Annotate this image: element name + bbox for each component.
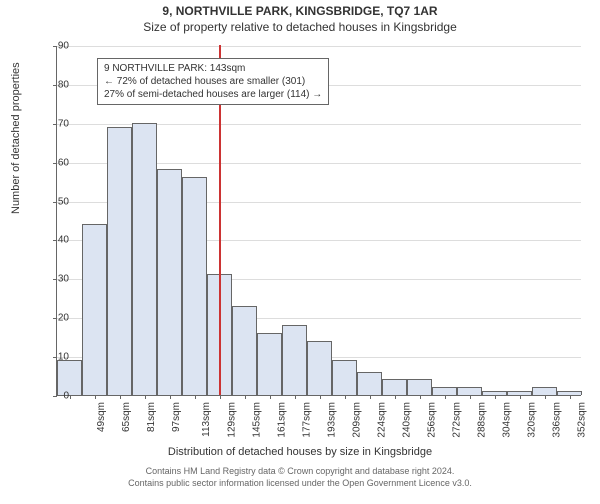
- x-tick-mark: [495, 395, 496, 399]
- histogram-bar: [132, 123, 157, 395]
- y-tick-label: 0: [39, 391, 69, 402]
- page-title: 9, NORTHVILLE PARK, KINGSBRIDGE, TQ7 1AR: [0, 4, 600, 18]
- y-tick-label: 70: [39, 118, 69, 129]
- attribution-text: Contains HM Land Registry data © Crown c…: [0, 466, 600, 489]
- chart-container: 9, NORTHVILLE PARK, KINGSBRIDGE, TQ7 1AR…: [0, 4, 600, 504]
- x-tick-label: 224sqm: [376, 402, 387, 438]
- x-tick-label: 240sqm: [401, 402, 412, 438]
- x-tick-mark: [195, 395, 196, 399]
- histogram-bar: [307, 341, 332, 395]
- x-tick-mark: [95, 395, 96, 399]
- x-tick-label: 320sqm: [526, 402, 537, 438]
- x-tick-mark: [370, 395, 371, 399]
- x-tick-mark: [295, 395, 296, 399]
- x-tick-label: 193sqm: [326, 402, 337, 438]
- histogram-bar: [82, 224, 107, 395]
- y-tick-label: 80: [39, 79, 69, 90]
- x-tick-mark: [395, 395, 396, 399]
- annotation-box: 9 NORTHVILLE PARK: 143sqm← 72% of detach…: [97, 58, 329, 105]
- page-subtitle: Size of property relative to detached ho…: [0, 20, 600, 34]
- x-tick-mark: [270, 395, 271, 399]
- histogram-bar: [532, 387, 557, 395]
- x-tick-mark: [470, 395, 471, 399]
- histogram-bar: [457, 387, 482, 395]
- y-tick-label: 40: [39, 235, 69, 246]
- y-tick-label: 60: [39, 157, 69, 168]
- x-tick-label: 288sqm: [476, 402, 487, 438]
- x-tick-label: 352sqm: [576, 402, 587, 438]
- x-tick-label: 177sqm: [301, 402, 312, 438]
- x-tick-label: 81sqm: [146, 402, 157, 432]
- x-tick-label: 161sqm: [276, 402, 287, 438]
- y-tick-label: 90: [39, 41, 69, 52]
- x-tick-mark: [420, 395, 421, 399]
- x-tick-mark: [345, 395, 346, 399]
- y-tick-label: 30: [39, 274, 69, 285]
- annotation-line: 27% of semi-detached houses are larger (…: [104, 88, 322, 101]
- x-tick-label: 49sqm: [96, 402, 107, 432]
- x-tick-mark: [545, 395, 546, 399]
- annotation-line: ← 72% of detached houses are smaller (30…: [104, 75, 322, 88]
- x-tick-label: 97sqm: [171, 402, 182, 432]
- chart-area: 9 NORTHVILLE PARK: 143sqm← 72% of detach…: [56, 46, 581, 396]
- histogram-bar: [332, 360, 357, 395]
- x-tick-label: 272sqm: [451, 402, 462, 438]
- histogram-bar: [382, 379, 407, 395]
- histogram-bar: [182, 177, 207, 395]
- x-tick-mark: [570, 395, 571, 399]
- x-tick-label: 336sqm: [551, 402, 562, 438]
- x-tick-label: 65sqm: [121, 402, 132, 432]
- x-tick-label: 113sqm: [200, 402, 211, 437]
- x-tick-label: 256sqm: [426, 402, 437, 438]
- x-tick-mark: [245, 395, 246, 399]
- attribution-line1: Contains HM Land Registry data © Crown c…: [0, 466, 600, 478]
- histogram-bar: [257, 333, 282, 395]
- histogram-bar: [107, 127, 132, 395]
- x-axis-label: Distribution of detached houses by size …: [0, 446, 600, 458]
- x-tick-mark: [170, 395, 171, 399]
- y-tick-label: 20: [39, 313, 69, 324]
- x-tick-label: 129sqm: [226, 402, 237, 438]
- x-tick-label: 145sqm: [251, 402, 262, 438]
- x-tick-label: 209sqm: [351, 402, 362, 438]
- x-tick-mark: [145, 395, 146, 399]
- histogram-bar: [157, 169, 182, 395]
- plot-region: 9 NORTHVILLE PARK: 143sqm← 72% of detach…: [56, 46, 581, 396]
- x-tick-mark: [220, 395, 221, 399]
- histogram-bar: [432, 387, 457, 395]
- x-tick-mark: [120, 395, 121, 399]
- histogram-bar: [282, 325, 307, 395]
- y-tick-label: 50: [39, 196, 69, 207]
- x-tick-mark: [70, 395, 71, 399]
- histogram-bar: [232, 306, 257, 395]
- gridline: [57, 46, 581, 47]
- x-tick-label: 304sqm: [501, 402, 512, 438]
- annotation-line: 9 NORTHVILLE PARK: 143sqm: [104, 62, 322, 75]
- attribution-line2: Contains public sector information licen…: [0, 478, 600, 490]
- histogram-bar: [357, 372, 382, 395]
- y-axis-label: Number of detached properties: [10, 62, 22, 214]
- x-tick-mark: [445, 395, 446, 399]
- y-tick-label: 10: [39, 352, 69, 363]
- histogram-bar: [407, 379, 432, 395]
- x-tick-mark: [320, 395, 321, 399]
- x-tick-mark: [520, 395, 521, 399]
